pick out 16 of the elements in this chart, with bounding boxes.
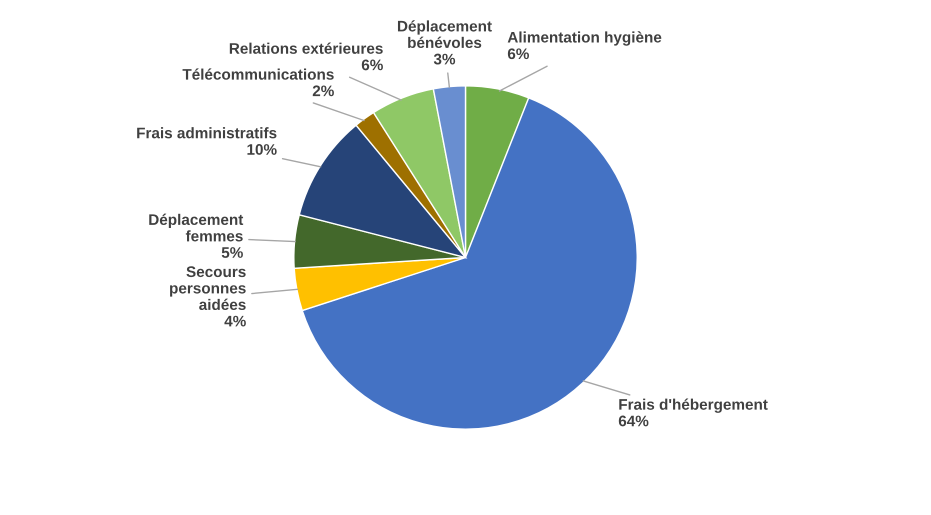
slice-label: Frais d'hébergement bbox=[619, 398, 768, 413]
data-label: 6% bbox=[362, 59, 383, 70]
data-label: 4% bbox=[224, 316, 246, 326]
data-label: 3% bbox=[434, 54, 456, 65]
slice-label: Secours personnes aidées bbox=[170, 266, 246, 310]
slice-label: Télécommunications bbox=[182, 68, 334, 80]
slice-label: Relations extérieures bbox=[230, 42, 383, 54]
slice-label: Déplacement bénévoles bbox=[398, 20, 492, 48]
slice-label: Alimentation hygiène bbox=[508, 31, 662, 46]
data-label: 10% bbox=[247, 144, 277, 155]
slice-label: Déplacement femmes bbox=[149, 214, 244, 242]
data-label: 64% bbox=[618, 416, 648, 426]
data-label: 5% bbox=[222, 247, 243, 258]
data-label: 6% bbox=[508, 48, 529, 60]
slice-label: Frais administratifs bbox=[137, 127, 276, 138]
data-label: 2% bbox=[312, 85, 334, 96]
